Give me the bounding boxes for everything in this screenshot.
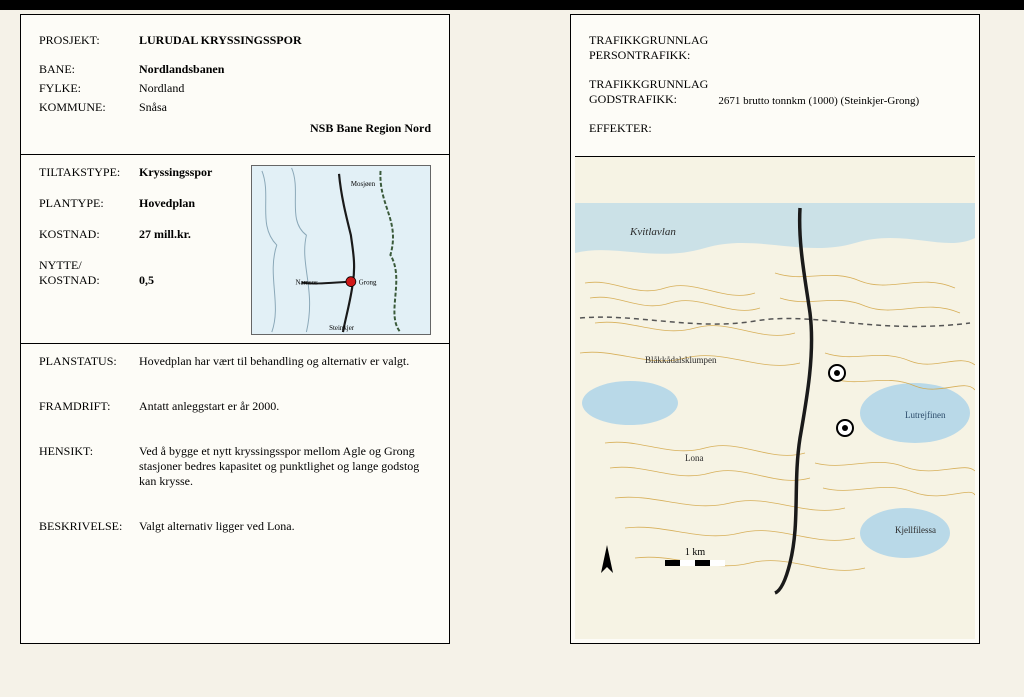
traffic-block: TRAFIKKGRUNNLAG PERSONTRAFIKK: TRAFIKKGR…: [575, 33, 975, 150]
tiltakstype-label: TILTAKSTYPE:: [39, 165, 139, 180]
kommune-label: KOMMUNE:: [39, 100, 139, 115]
framdrift-label: FRAMDRIFT:: [39, 399, 139, 414]
gods-label-1: TRAFIKKGRUNNLAG: [589, 77, 708, 92]
gods-label-2: GODSTRAFIKK:: [589, 92, 708, 107]
page-container: PROSJEKT: LURUDAL KRYSSINGSSPOR BANE: No…: [20, 14, 1004, 677]
overview-map: Mosjøen Namsos Grong Steinkjer: [251, 165, 431, 335]
nytte-value: 0,5: [139, 273, 239, 288]
bane-value: Nordlandsbanen: [139, 62, 431, 77]
svg-text:Lutrejfinen: Lutrejfinen: [905, 410, 946, 420]
kommune-value: Snåsa: [139, 100, 431, 115]
svg-text:Lona: Lona: [685, 453, 704, 463]
mid-section: TILTAKSTYPE: Kryssingsspor PLANTYPE: Hov…: [39, 165, 431, 335]
person-label-1: TRAFIKKGRUNNLAG: [589, 33, 961, 48]
beskrivelse-label: BESKRIVELSE:: [39, 519, 139, 534]
person-label-2: PERSONTRAFIKK:: [589, 48, 961, 63]
tiltakstype-value: Kryssingsspor: [139, 165, 239, 180]
thumb-label-steinkjer: Steinkjer: [329, 325, 355, 332]
thumb-label-namsos: Namsos: [296, 280, 319, 287]
divider-1: [21, 154, 449, 155]
nytte-label-2: KOSTNAD:: [39, 273, 139, 288]
description-section: PLANSTATUS: Hovedplan har vært til behan…: [39, 354, 431, 534]
planstatus-label: PLANSTATUS:: [39, 354, 139, 369]
svg-text:Kjellfilessa: Kjellfilessa: [895, 525, 936, 535]
kostnad-value: 27 mill.kr.: [139, 227, 239, 242]
plantype-label: PLANTYPE:: [39, 196, 139, 211]
region-heading: NSB Bane Region Nord: [39, 121, 431, 136]
left-panel: PROSJEKT: LURUDAL KRYSSINGSSPOR BANE: No…: [20, 14, 450, 644]
nytte-label-1: NYTTE/: [39, 258, 139, 273]
prosjekt-label: PROSJEKT:: [39, 33, 139, 48]
svg-text:1 km: 1 km: [685, 547, 706, 558]
top-black-bar: [0, 0, 1024, 10]
fylke-value: Nordland: [139, 81, 431, 96]
prosjekt-value: LURUDAL KRYSSINGSSPOR: [139, 33, 431, 48]
plantype-value: Hovedplan: [139, 196, 239, 211]
svg-text:Blåkkådalsklumpen: Blåkkådalsklumpen: [645, 355, 717, 365]
hensikt-value: Ved å bygge et nytt kryssingsspor mellom…: [139, 444, 431, 489]
gods-value: 2671 brutto tonnkm (1000) (Steinkjer-Gro…: [718, 95, 919, 107]
fylke-label: FYLKE:: [39, 81, 139, 96]
framdrift-value: Antatt anleggstart er år 2000.: [139, 399, 431, 414]
effekter-label: EFFEKTER:: [589, 121, 961, 136]
hensikt-label: HENSIKT:: [39, 444, 139, 459]
kostnad-label: KOSTNAD:: [39, 227, 139, 242]
thumb-label-grong: Grong: [359, 280, 377, 287]
right-panel: TRAFIKKGRUNNLAG PERSONTRAFIKK: TRAFIKKGR…: [570, 14, 980, 644]
divider-2: [21, 343, 449, 344]
thumb-label-mosjoen: Mosjøen: [351, 181, 376, 188]
bane-label: BANE:: [39, 62, 139, 77]
detail-map: 1 km Kvitlavlan Blåkkådalsklumpen Lutrej…: [575, 156, 975, 639]
beskrivelse-value: Valgt alternativ ligger ved Lona.: [139, 519, 431, 534]
planstatus-value: Hovedplan har vært til behandling og alt…: [139, 354, 431, 369]
header-block: PROSJEKT: LURUDAL KRYSSINGSSPOR BANE: No…: [39, 33, 431, 136]
svg-text:Kvitlavlan: Kvitlavlan: [629, 226, 676, 238]
